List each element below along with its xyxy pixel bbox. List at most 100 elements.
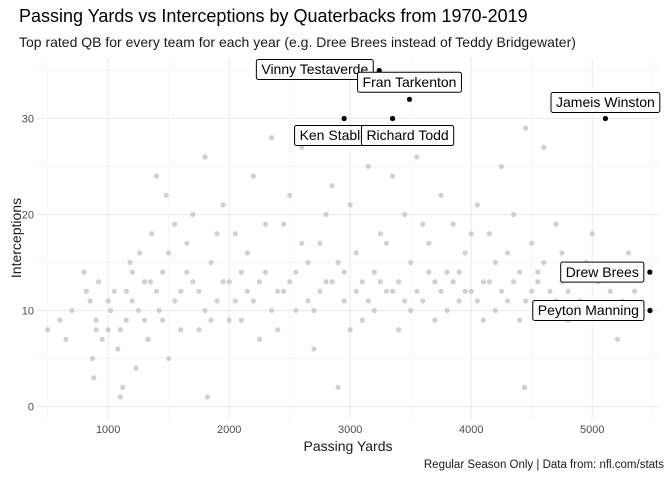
data-point: [486, 231, 492, 237]
data-point: [480, 317, 486, 323]
data-point: [268, 307, 275, 314]
data-point: [432, 317, 438, 323]
data-point: [317, 288, 323, 294]
data-point: [45, 327, 51, 333]
data-point: [365, 163, 371, 170]
data-point: [547, 288, 553, 294]
data-point: [141, 279, 148, 285]
x-axis-ticks: 1000 2000 3000 4000 5000: [96, 424, 605, 436]
data-point: [317, 240, 323, 246]
data-point: [480, 279, 486, 285]
data-point: [220, 279, 226, 285]
point-label: Jameis Winston: [550, 91, 661, 113]
data-point: [589, 231, 595, 237]
data-point: [329, 183, 335, 189]
highlighted-points: [341, 67, 653, 314]
data-point: [172, 221, 178, 227]
data-point: [129, 269, 135, 275]
highlight-point: [341, 115, 347, 122]
data-point: [256, 336, 263, 342]
data-point: [456, 298, 462, 304]
data-point: [389, 288, 396, 294]
data-point: [178, 288, 184, 294]
chart-title: Passing Yards vs Interceptions by Quater…: [19, 6, 528, 26]
point-label: Peyton Manning: [532, 300, 645, 322]
data-point: [408, 259, 414, 266]
data-point: [408, 307, 414, 314]
data-point: [133, 365, 139, 371]
data-point: [115, 346, 121, 352]
data-point: [281, 221, 287, 227]
data-point: [426, 240, 432, 246]
data-point: [517, 269, 523, 275]
data-point: [420, 298, 426, 304]
data-point: [498, 163, 505, 170]
data-point: [335, 259, 341, 266]
data-point: [323, 279, 329, 285]
data-point: [93, 317, 99, 323]
data-point: [244, 250, 250, 256]
data-point: [123, 288, 129, 294]
data-point: [204, 394, 211, 400]
data-point: [250, 173, 257, 179]
highlight-point: [647, 307, 653, 314]
data-point: [105, 298, 111, 304]
y-axis-ticks: 0 10 20 30: [22, 113, 34, 413]
data-point: [156, 307, 162, 314]
data-point: [95, 279, 102, 285]
data-point: [504, 298, 511, 304]
data-point: [456, 269, 462, 275]
x-tick-label: 2000: [217, 424, 241, 436]
data-point: [523, 298, 529, 304]
data-point: [238, 269, 244, 275]
data-point: [190, 211, 196, 218]
label-box: [255, 58, 374, 80]
data-point: [172, 298, 178, 304]
data-point: [160, 317, 166, 323]
data-point: [184, 240, 190, 246]
data-point: [420, 221, 426, 227]
data-point: [57, 317, 63, 323]
highlight-point: [647, 269, 653, 275]
data-point: [559, 250, 565, 256]
data-point: [166, 250, 172, 256]
data-point: [268, 135, 275, 141]
data-point: [535, 279, 541, 285]
data-point: [129, 298, 135, 304]
data-point: [383, 288, 390, 294]
data-point: [244, 288, 250, 294]
data-point: [468, 231, 474, 237]
data-point: [402, 211, 408, 218]
label-box: [357, 71, 462, 93]
data-point: [299, 144, 305, 150]
data-point: [196, 288, 202, 294]
data-point: [510, 211, 517, 218]
data-point: [99, 336, 105, 342]
data-point: [311, 346, 317, 352]
data-point: [365, 298, 371, 304]
data-point: [631, 288, 638, 294]
data-point: [120, 384, 126, 390]
label-text: Richard Todd: [366, 127, 448, 143]
data-point: [293, 307, 299, 314]
x-tick-label: 4000: [459, 424, 483, 436]
data-point: [541, 144, 547, 150]
data-point: [371, 307, 378, 314]
data-point: [89, 355, 96, 362]
data-point: [256, 279, 263, 285]
data-point: [281, 288, 287, 294]
label-text: Fran Tarkenton: [363, 74, 457, 90]
data-point: [127, 259, 133, 266]
highlight-point: [602, 115, 609, 122]
point-label: Richard Todd: [360, 124, 455, 146]
chart-caption: Regular Season Only | Data from: nfl.com…: [423, 459, 664, 471]
data-point: [81, 269, 87, 275]
label-box: [532, 300, 645, 322]
data-point: [226, 317, 232, 323]
data-point: [111, 288, 117, 294]
label-box: [360, 124, 455, 146]
data-point: [462, 250, 468, 256]
y-tick-label: 20: [22, 210, 34, 222]
